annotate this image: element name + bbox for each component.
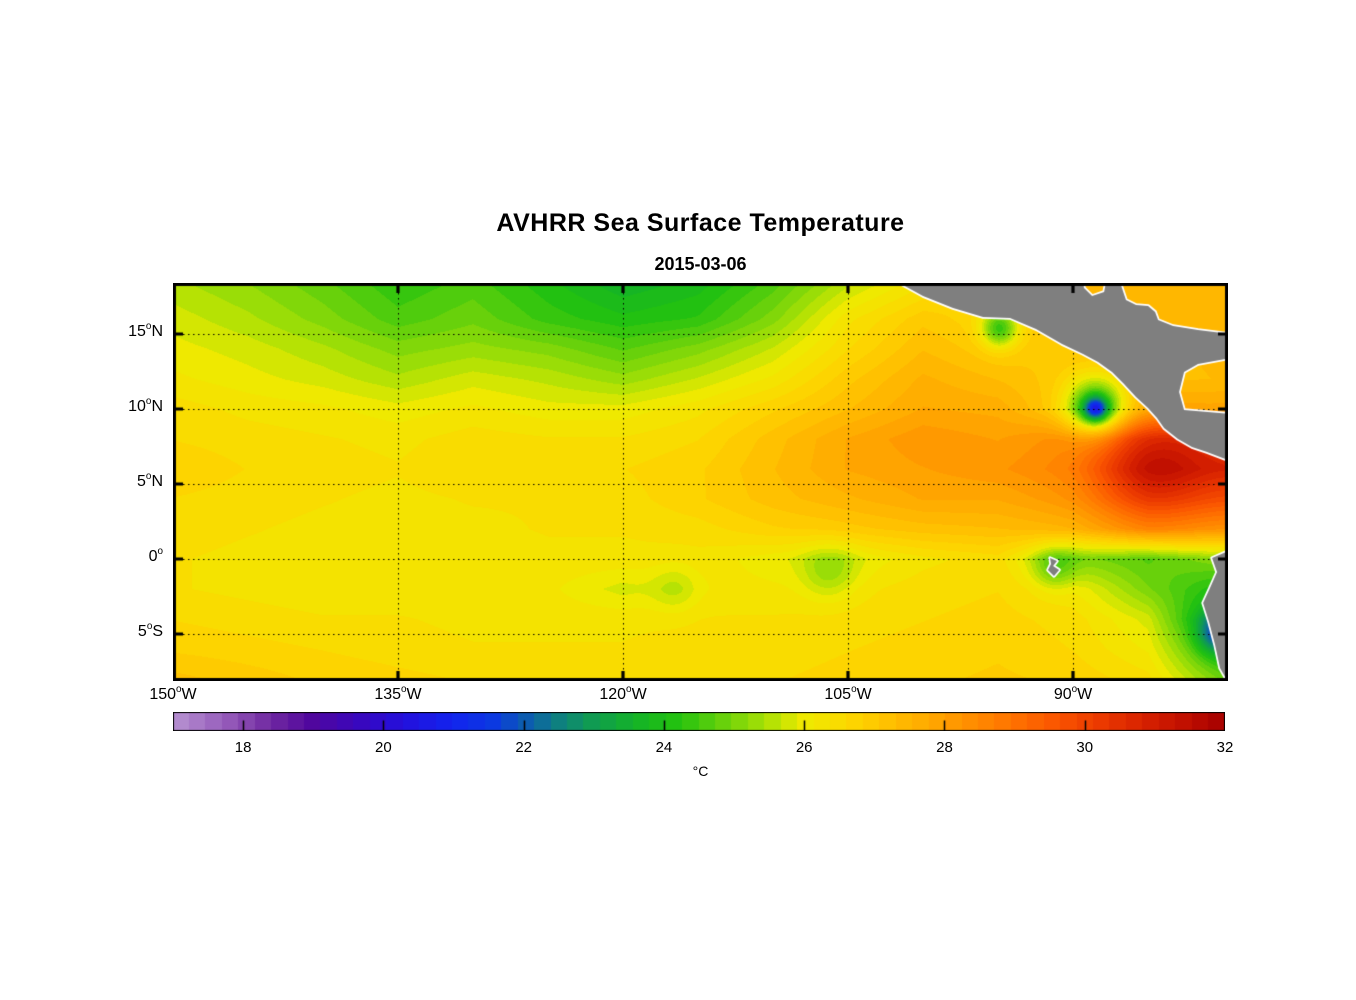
colorbar-tick-label-20: 20 <box>375 739 392 756</box>
sst-map <box>173 283 1228 681</box>
y-tick-label-10N: 10oN <box>128 395 163 416</box>
figure-title: AVHRR Sea Surface Temperature <box>496 209 905 237</box>
colorbar-tick-label-22: 22 <box>515 739 532 756</box>
y-tick-label-15N: 15oN <box>128 320 163 340</box>
x-tick-label-90W: 90oW <box>1053 683 1093 703</box>
colorbar <box>173 712 1225 731</box>
y-tick-label-5N: 5oN <box>137 470 163 491</box>
colorbar-unit-label: °C <box>692 763 709 779</box>
colorbar-tick-label-32: 32 <box>1216 739 1234 756</box>
y-tick-label-5S: 5oS <box>137 620 163 641</box>
x-tick-label-135W: 135oW <box>374 683 422 703</box>
x-tick-label-150W: 150oW <box>149 683 197 703</box>
x-tick-label-120W: 120oW <box>599 683 647 703</box>
y-tick-label-0eq: 0o <box>148 545 163 566</box>
x-tick-label-105W: 105oW <box>824 683 872 703</box>
colorbar-tick-label-26: 26 <box>795 739 813 756</box>
colorbar-tick-label-18: 18 <box>234 739 252 756</box>
colorbar-tick-label-28: 28 <box>936 739 953 756</box>
colorbar-canvas <box>173 712 1225 731</box>
colorbar-tick-label-24: 24 <box>655 739 673 756</box>
sst-heatmap-canvas <box>173 283 1228 681</box>
figure-date: 2015-03-06 <box>654 254 747 274</box>
colorbar-tick-label-30: 30 <box>1076 739 1094 756</box>
